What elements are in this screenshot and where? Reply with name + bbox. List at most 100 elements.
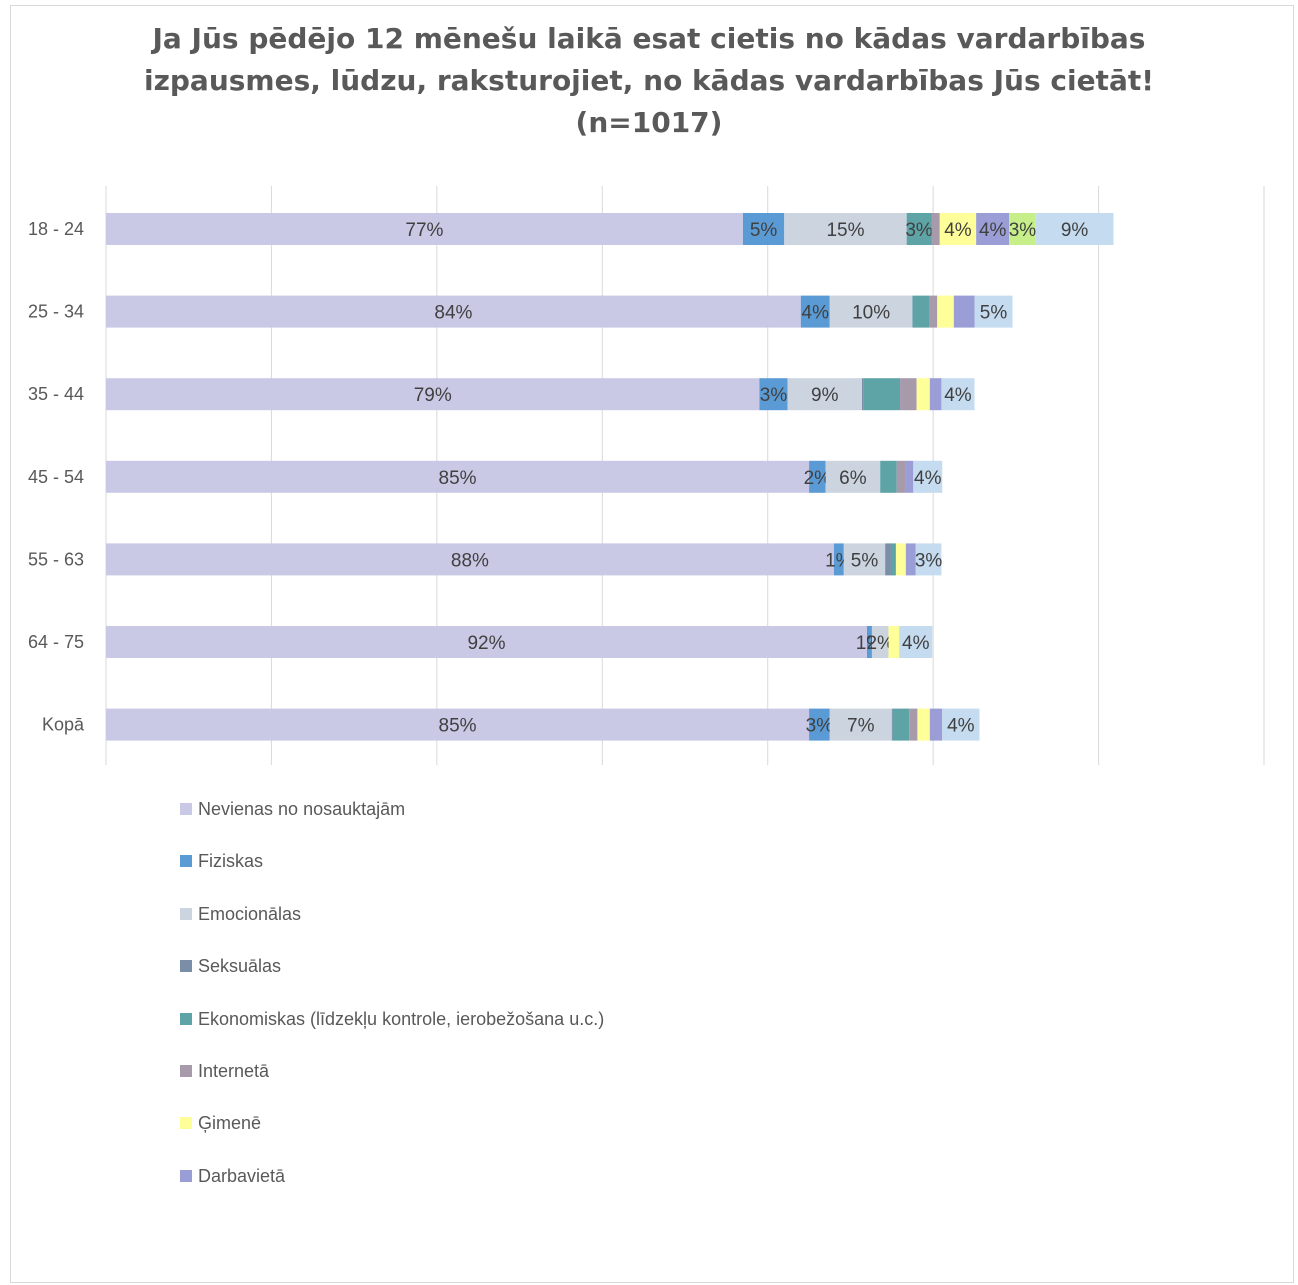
category-label: 18 - 24 [28, 219, 84, 239]
bar-segment [866, 626, 872, 658]
bar-segment [862, 378, 864, 411]
bar-segment [890, 543, 896, 576]
category-label: 35 - 44 [28, 384, 84, 404]
bar-segment [106, 626, 867, 658]
bar-segment [976, 213, 1010, 245]
data-label: 4% [802, 303, 830, 324]
bar-segment [106, 708, 810, 741]
bar-segment [912, 295, 930, 328]
data-label: 88% [451, 550, 489, 571]
bar-segment [787, 378, 863, 411]
data-label: 85% [439, 716, 477, 737]
data-label: 92% [467, 633, 505, 654]
bar-segment [106, 213, 743, 245]
bar-segment [742, 213, 785, 245]
bar-segment [895, 543, 906, 576]
data-label: 79% [414, 385, 452, 406]
data-label: 4% [944, 220, 972, 241]
chart-title: Ja Jūs pēdējo 12 mēnešu laikā esat cieti… [0, 18, 1298, 144]
legend-swatch [180, 907, 192, 920]
bar-segment [891, 708, 893, 741]
bar-segment [829, 708, 892, 741]
data-label: 4% [902, 633, 930, 654]
legend-label: Internetā [198, 1060, 270, 1081]
data-label: 5% [980, 303, 1008, 324]
data-label: 3% [905, 220, 933, 241]
bar-segment [909, 708, 918, 741]
chart-title-line-2: izpausmes, lūdzu, raksturojiet, no kādas… [143, 64, 1154, 97]
bar-segment [913, 460, 943, 493]
bar-segment [929, 378, 942, 411]
bar-segment [942, 708, 980, 741]
data-label: 4% [944, 385, 972, 406]
legend-item: Ģimenē [180, 1109, 604, 1161]
data-label: 6% [839, 468, 867, 489]
bar-segment [1009, 213, 1036, 245]
legend-swatch [180, 1064, 192, 1077]
bar-segment [953, 295, 975, 328]
bar-segment [885, 543, 891, 576]
legend-label: Darbavietā [198, 1165, 286, 1186]
bar-segment [939, 213, 977, 245]
bar-segment [899, 626, 933, 658]
legend-item: Emocionālas [180, 900, 604, 952]
legend-swatch [180, 1012, 192, 1025]
data-label: 7% [847, 716, 875, 737]
category-label: 25 - 34 [28, 302, 84, 322]
legend-label: Nevienas no nosauktajām [198, 799, 406, 819]
bar-segment [900, 378, 917, 411]
legend-item: Nevienas no nosauktajām [180, 795, 604, 847]
bar-segment [863, 378, 901, 411]
data-label: 84% [434, 303, 472, 324]
bar-segment [916, 378, 930, 411]
bar-segment [937, 295, 954, 328]
data-label: 3% [806, 716, 834, 737]
legend-item: Seksuālas [180, 952, 604, 1004]
bar-segment [809, 708, 830, 741]
chart-title-line-1: Ja Jūs pēdējo 12 mēnešu laikā esat cieti… [152, 22, 1146, 55]
data-label: 4% [979, 220, 1007, 241]
data-label: 5% [750, 220, 778, 241]
data-label: 2% [804, 468, 832, 489]
bar-segment [892, 708, 910, 741]
legend-item: Internetā [180, 1057, 604, 1109]
chart-title-line-3: (n=1017) [575, 106, 723, 139]
bar-segment [888, 626, 900, 658]
data-label: 77% [405, 220, 443, 241]
bar-segment [800, 295, 830, 328]
legend-swatch [180, 1117, 192, 1130]
legend-label: Fiziskas [198, 851, 264, 872]
bar-segment [917, 708, 930, 741]
data-label: 9% [811, 385, 839, 406]
data-label: 9% [1061, 220, 1089, 241]
legend-label: Seksuālas [198, 956, 282, 977]
data-label: 3% [1009, 220, 1037, 241]
bar-segment [905, 460, 914, 493]
bar-segment [106, 378, 760, 411]
category-label: 45 - 54 [28, 467, 84, 487]
bar-segment [106, 543, 834, 576]
data-label: 15% [826, 220, 864, 241]
data-label: 3% [915, 550, 943, 571]
category-label: 55 - 63 [28, 549, 84, 569]
bar-segment [825, 460, 881, 493]
legend-swatch [180, 1169, 192, 1182]
bar-segment [843, 543, 886, 576]
category-label: Kopā [42, 715, 85, 735]
data-label: 3% [760, 385, 788, 406]
bar-segment [880, 460, 897, 493]
bar-segment [759, 378, 788, 411]
bar-segment [896, 460, 906, 493]
bar-segment [784, 213, 907, 245]
legend-item: Fiziskas [180, 847, 604, 899]
legend-swatch [180, 803, 192, 815]
legend-swatch [180, 855, 192, 868]
data-label: 4% [947, 716, 975, 737]
legend-label: Ekonomiskas (līdzekļu kontrole, ierobežo… [198, 1008, 605, 1029]
legend-swatch [180, 960, 192, 973]
bar-segment [106, 460, 810, 493]
bar-segment [905, 543, 916, 576]
bar-segment [929, 708, 943, 741]
data-label: 4% [914, 468, 942, 489]
